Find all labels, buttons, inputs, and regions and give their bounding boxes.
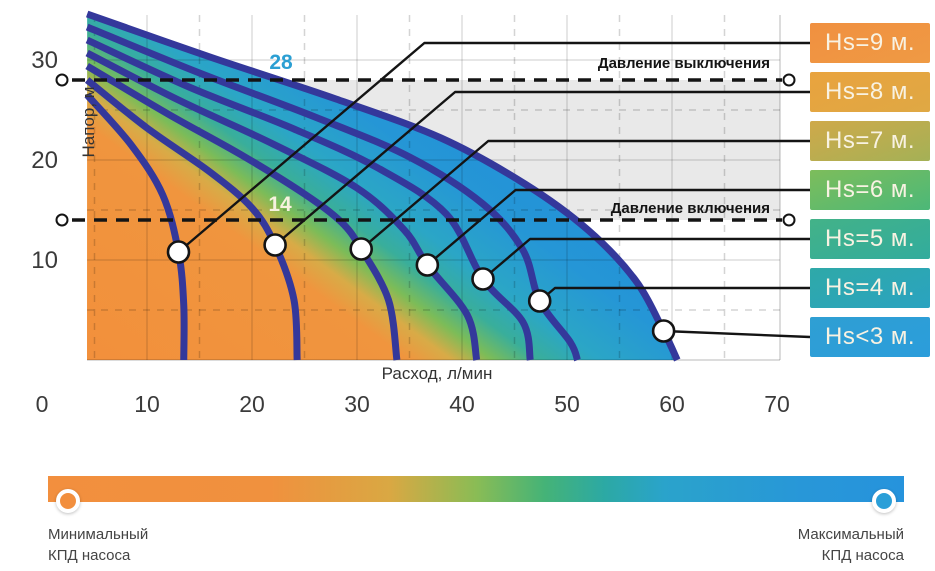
efficiency-gradient-bar: [48, 476, 904, 502]
cutoff-pressure-value: 28: [269, 51, 293, 74]
y-axis-title: Напор, м: [79, 86, 98, 158]
legend-item-label: Hs=5 м.: [824, 225, 916, 252]
x-axis-title: Расход, л/мин: [381, 364, 493, 383]
legend-item-0: Hs=9 м.: [810, 23, 930, 63]
legend-item-label: Hs=6 м.: [824, 176, 916, 203]
legend-item-label: Hs=9 м.: [824, 29, 916, 56]
cutin-pressure-value: 14: [268, 193, 292, 216]
legend-item-3: Hs=6 м.: [810, 170, 930, 210]
legend-item-label: Hs=4 м.: [824, 274, 916, 301]
max-efficiency-dot: [872, 489, 896, 513]
x-tick-40: 40: [449, 391, 475, 417]
x-tick-20: 20: [239, 391, 265, 417]
legend-item-1: Hs=8 м.: [810, 72, 930, 112]
legend-item-6: Hs<3 м.: [810, 317, 930, 357]
y-tick-10: 10: [31, 247, 58, 274]
max-efficiency-label: Максимальный КПД насоса: [797, 526, 904, 564]
x-tick-60: 60: [659, 391, 685, 417]
cutoff-pressure-label: Давление выключения: [597, 55, 770, 72]
legend-item-2: Hs=7 м.: [810, 121, 930, 161]
x-tick-50: 50: [554, 391, 580, 417]
legend-item-5: Hs=4 м.: [810, 268, 930, 308]
x-tick-30: 30: [344, 391, 370, 417]
legend-item-label: Hs=8 м.: [824, 78, 916, 105]
y-tick-30: 30: [31, 47, 58, 74]
x-tick-0: 0: [35, 391, 49, 417]
x-tick-10: 10: [134, 391, 160, 417]
legend-item-4: Hs=5 м.: [810, 219, 930, 259]
legend-item-label: Hs<3 м.: [824, 323, 916, 350]
cutin-pressure-label: Давление включения: [610, 200, 770, 217]
y-tick-20: 20: [31, 147, 58, 174]
min-efficiency-dot: [56, 489, 80, 513]
legend-item-label: Hs=7 м.: [824, 127, 916, 154]
min-efficiency-label: Минимальный КПД насоса: [48, 526, 149, 564]
x-tick-70: 70: [764, 391, 790, 417]
